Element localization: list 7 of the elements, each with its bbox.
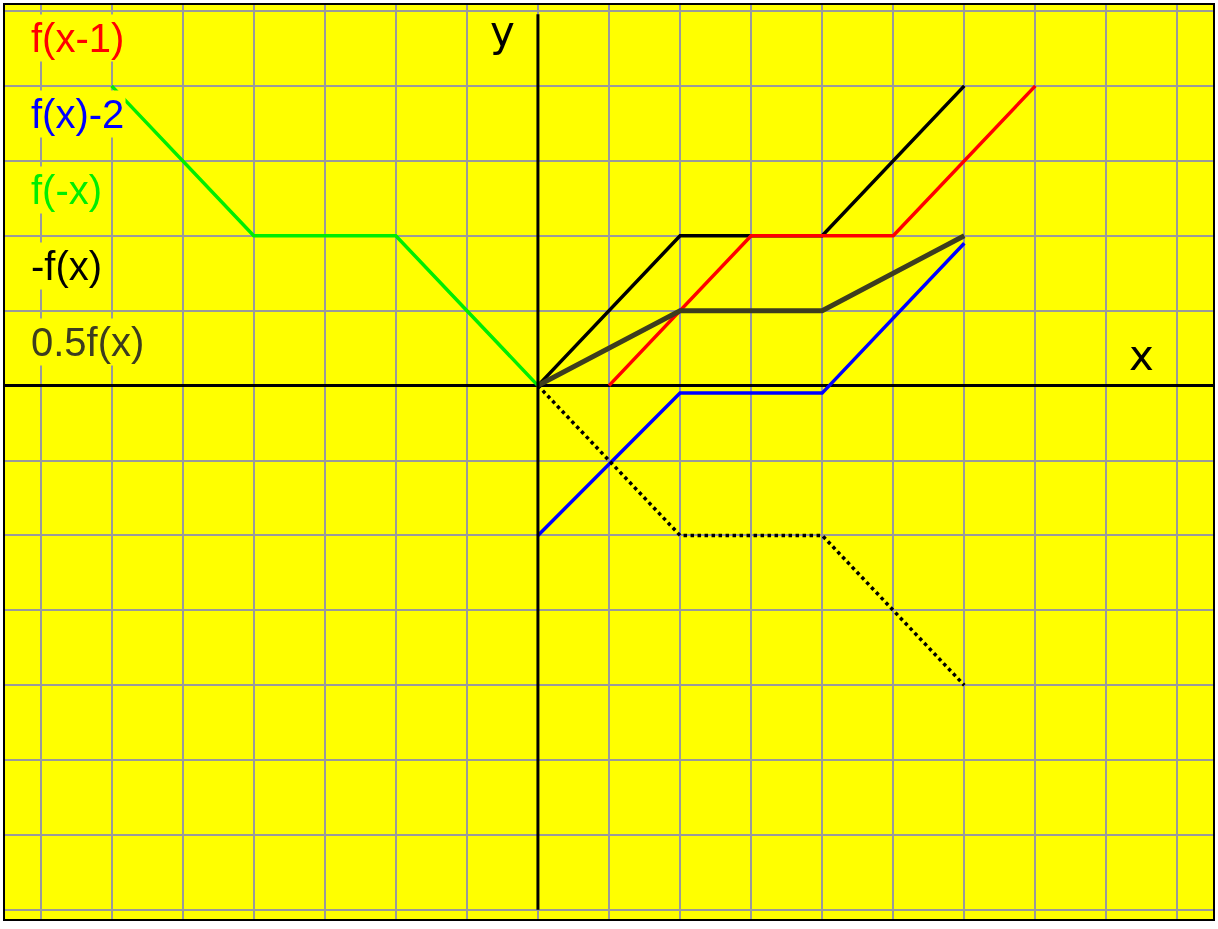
text: f(x)-2 — [31, 92, 125, 136]
series-label: f(-x) — [31, 168, 103, 212]
x-axis-title: x — [1129, 331, 1154, 380]
text: 0.5f(x) — [31, 320, 145, 364]
text: -f(x) — [31, 244, 103, 288]
text: f(x-1) — [31, 16, 125, 60]
y-axis-title: y — [490, 7, 515, 56]
